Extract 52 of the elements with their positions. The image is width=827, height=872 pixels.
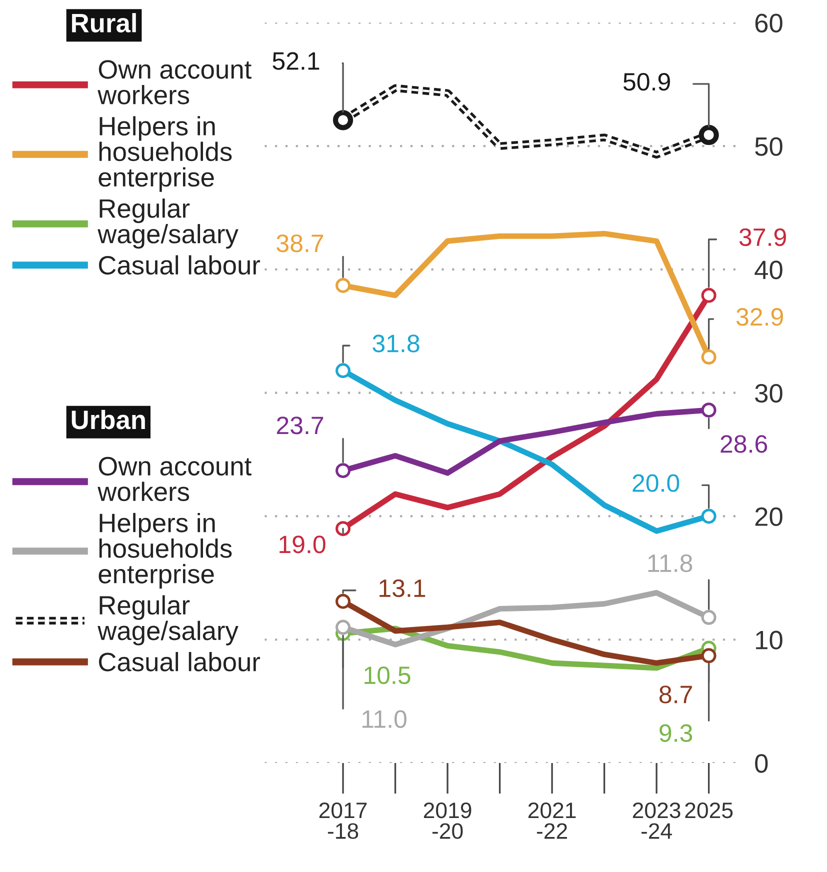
point <box>336 594 351 609</box>
legend-label: Own account workers <box>98 60 252 104</box>
data-label: 52.1 <box>272 52 320 70</box>
y-tick-label: 60 <box>755 14 782 32</box>
y-tick-label: 30 <box>755 384 782 403</box>
point <box>698 124 719 146</box>
y-tick-label: 20 <box>755 507 782 526</box>
legend-label: Helpers in hosueholds enterprise <box>98 512 232 589</box>
point <box>336 278 351 293</box>
data-label: 50.9 <box>623 72 670 91</box>
point <box>701 508 716 524</box>
x-tick-label: 2025 <box>685 802 733 818</box>
data-label: 38.7 <box>276 234 324 252</box>
data-label: 10.5 <box>364 666 410 684</box>
y-tick-label: 0 <box>755 754 768 773</box>
x-tick-label: 2019 -20 <box>424 802 472 839</box>
point <box>701 350 716 365</box>
data-label: 31.8 <box>372 334 420 352</box>
point <box>701 288 716 303</box>
point <box>332 110 354 130</box>
data-label: 19.0 <box>280 536 326 554</box>
point <box>336 620 351 635</box>
text: Rural <box>72 13 136 32</box>
legend-label: Regular wage/salary <box>98 595 238 646</box>
legend-label: Casual labour <box>98 652 260 672</box>
legend-label: Regular wage/salary <box>98 198 238 249</box>
data-label: 8.7 <box>660 686 692 704</box>
data-label: 13.1 <box>380 579 426 598</box>
point <box>701 648 716 664</box>
data-label: 20.0 <box>632 474 680 492</box>
y-tick-label: 10 <box>756 630 782 650</box>
text: Urban <box>72 410 145 430</box>
y-tick-label: 50 <box>755 137 782 156</box>
legend-label: Casual labour <box>98 255 260 275</box>
point <box>336 363 351 378</box>
data-label: 11.0 <box>362 710 406 728</box>
y-tick-label: 40 <box>754 260 782 280</box>
point <box>701 610 716 625</box>
x-tick-label: 2023 -24 <box>632 802 680 839</box>
data-label: 28.6 <box>720 435 768 453</box>
legend-label: Helpers in hosueholds enterprise <box>98 116 232 192</box>
point <box>336 521 351 536</box>
legend-label: Own account workers <box>98 456 252 502</box>
x-tick-label: 2021 -22 <box>528 802 576 839</box>
point <box>336 463 351 478</box>
data-label: 11.8 <box>648 554 692 572</box>
point <box>701 402 716 418</box>
x-tick-label: 2017 -18 <box>319 802 367 839</box>
data-label: 37.9 <box>739 228 786 246</box>
data-label: 32.9 <box>736 308 783 326</box>
data-label: 9.3 <box>660 724 692 742</box>
data-label: 23.7 <box>276 416 324 434</box>
